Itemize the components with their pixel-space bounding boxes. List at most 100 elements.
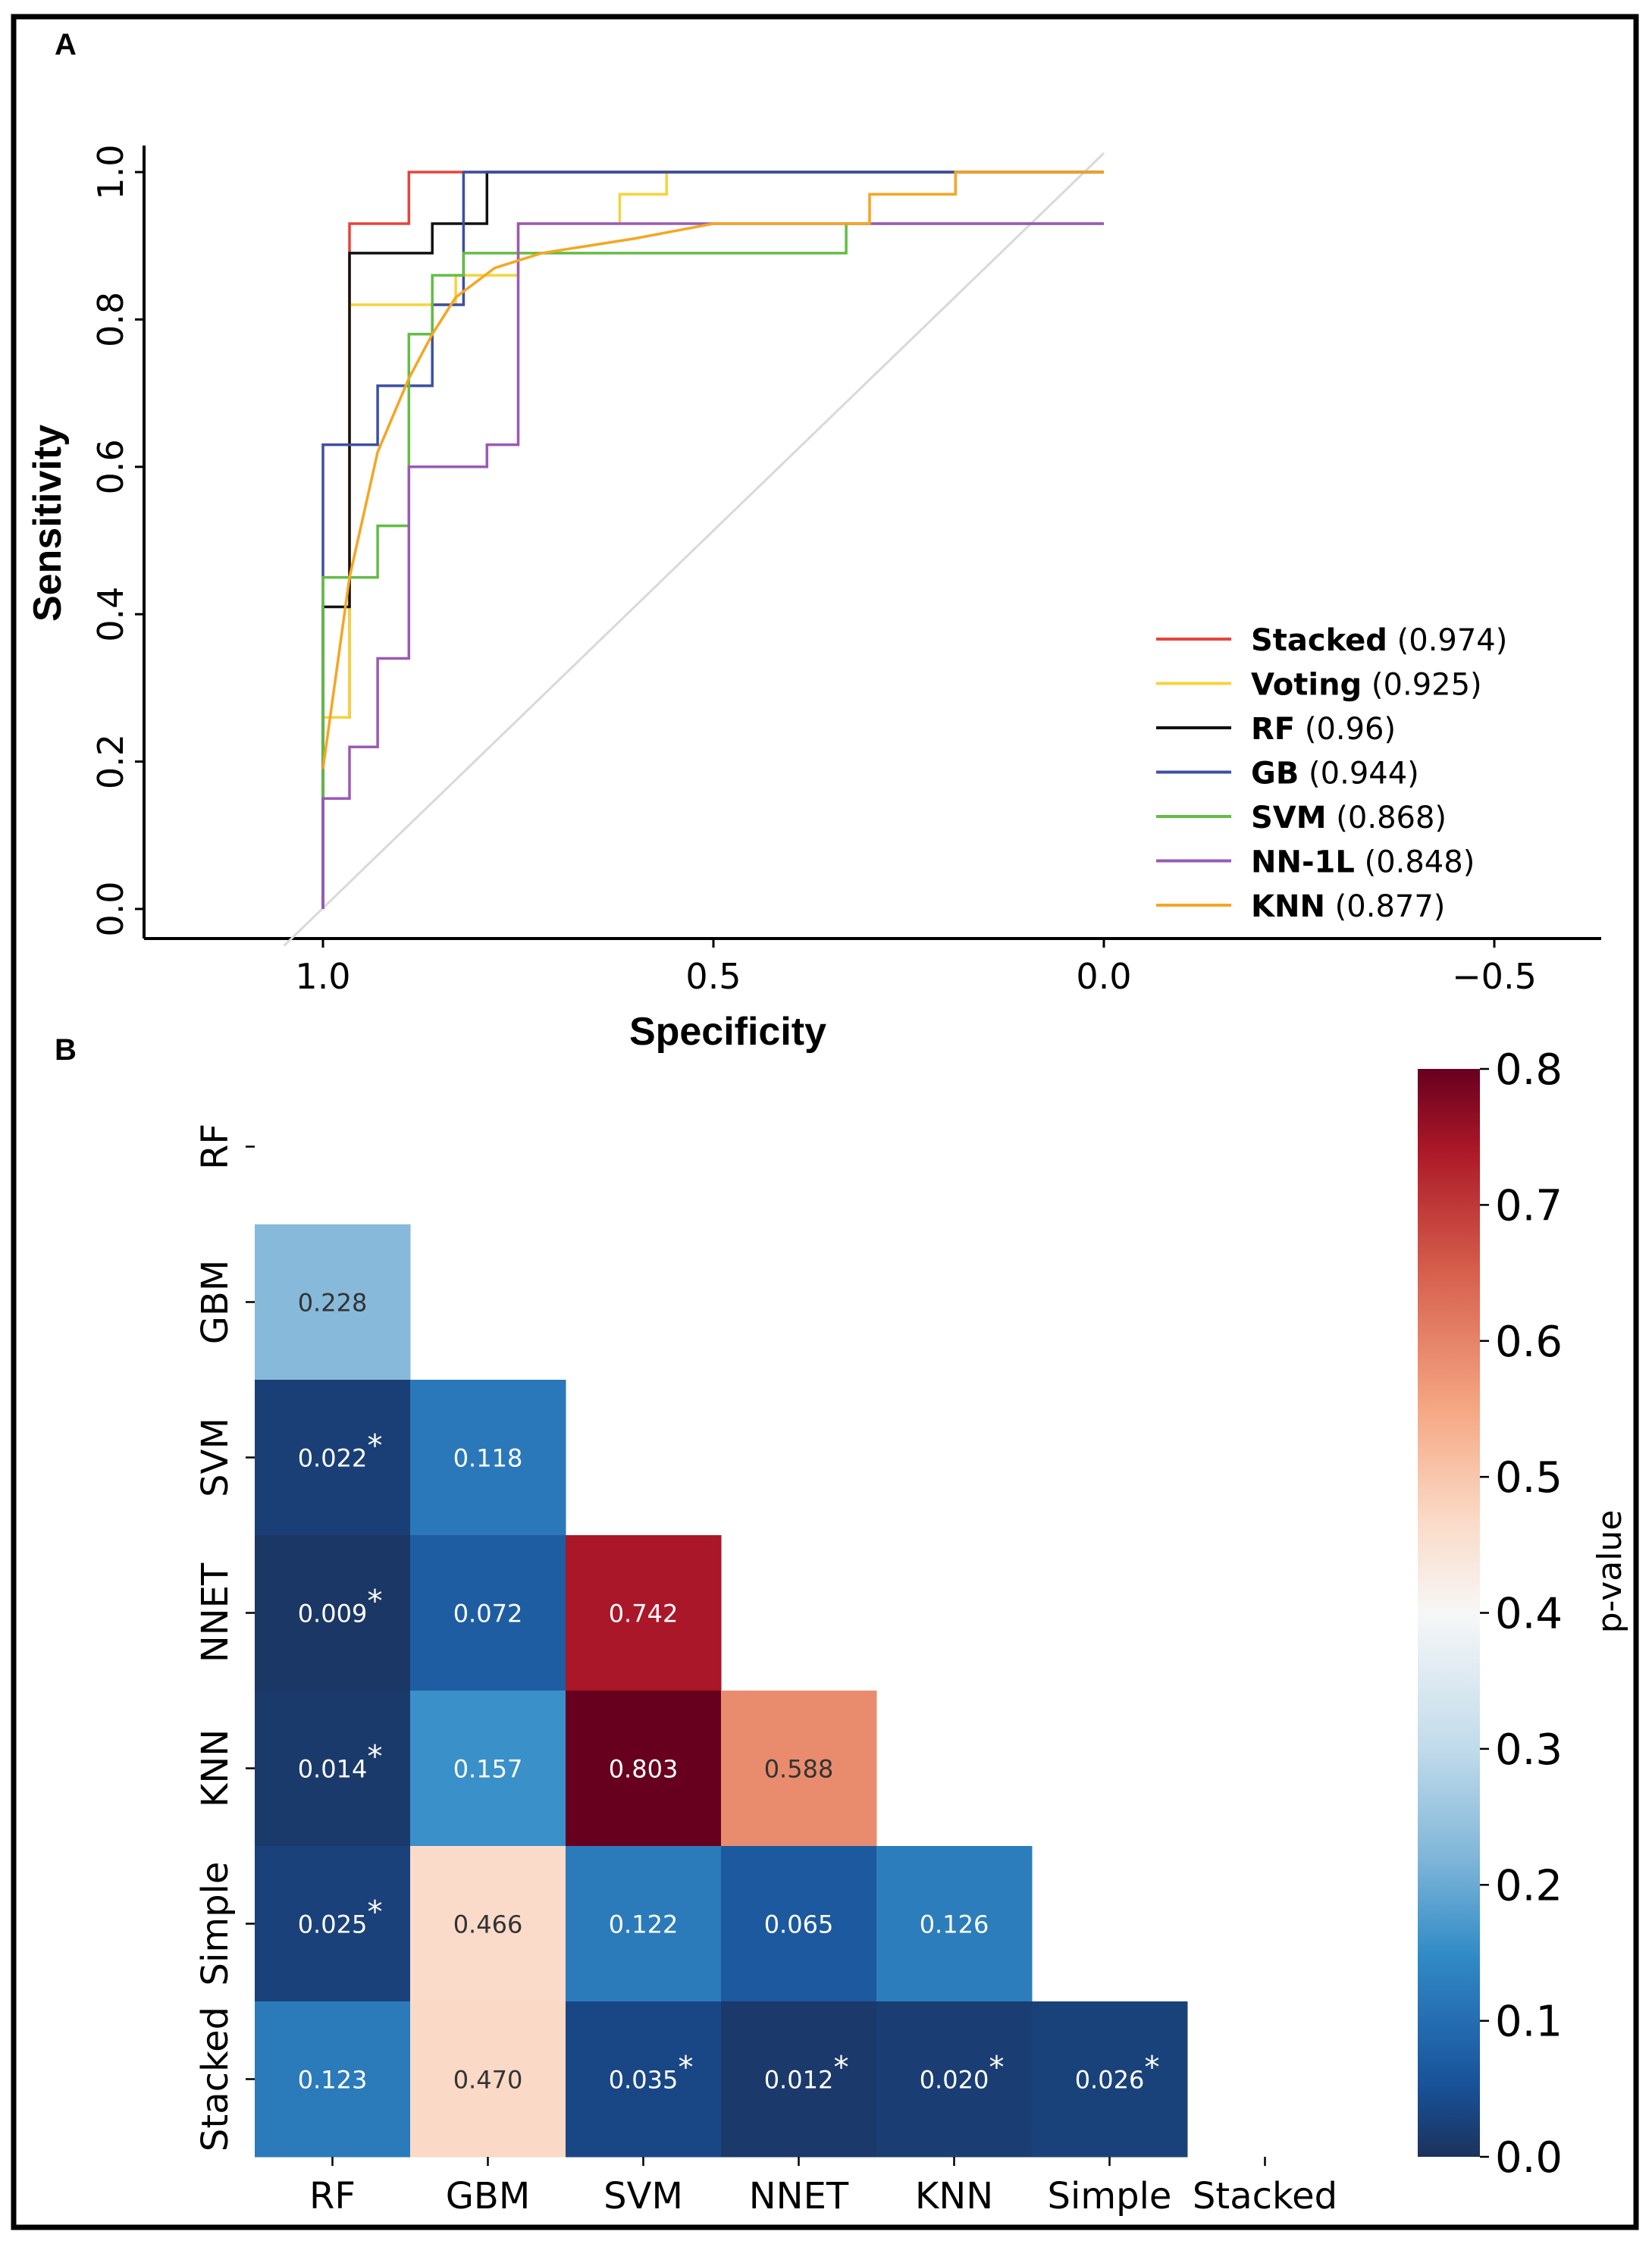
roc-y-tick-label: 0.8 (90, 292, 131, 347)
heatmap-cell: 0.466 (410, 1846, 566, 2002)
heatmap-cell: 0.118 (410, 1380, 566, 1536)
heatmap-cell-value: 0.742 (609, 1600, 679, 1628)
legend-label: SVM (0.868) (1251, 801, 1447, 835)
panel-a-label: A (55, 28, 77, 61)
legend-entry-rf: RF (0.96) (1156, 712, 1396, 747)
legend-model-name: Voting (1251, 668, 1362, 703)
heatmap-cell-value: 0.803 (609, 1755, 679, 1784)
heatmap-cell: 0.065 (721, 1846, 877, 2002)
heatmap-row-label: Simple (194, 1862, 237, 1986)
heatmap-cell: 0.157 (410, 1691, 566, 1847)
roc-curve-gb (321, 171, 1104, 909)
colorbar-tick-label: 0.8 (1495, 1045, 1563, 1095)
roc-x-tick-label: −0.5 (1452, 956, 1537, 997)
heatmap-col-label: Stacked (1193, 2175, 1337, 2217)
heatmap-cell-fill (410, 1691, 566, 1847)
heatmap-cell-fill (566, 1691, 722, 1847)
colorbar-tick-label: 0.6 (1495, 1318, 1563, 1367)
legend-auc: (0.925) (1362, 668, 1481, 703)
roc-curve-nn-1l (321, 222, 1104, 909)
heatmap-cell-fill (876, 2001, 1033, 2158)
roc-y-tick-label: 0.2 (90, 734, 131, 789)
legend-model-name: Stacked (1251, 623, 1387, 658)
legend-model-name: KNN (1251, 889, 1325, 924)
heatmap-cell-value: 0.470 (453, 2066, 523, 2095)
heatmap-cell-fill (255, 2001, 411, 2158)
heatmap-cell-fill (721, 1691, 877, 1847)
roc-plot: 1.0 0.5 0.0 −0.5 0.0 0.2 0.4 0.6 0.8 1.0 Stacked … (26, 144, 1601, 1054)
legend-auc: (0.96) (1295, 712, 1396, 747)
heatmap-cell-fill (1032, 2001, 1188, 2158)
heatmap-row-label: Stacked (194, 2007, 237, 2152)
heatmap-cell-fill (566, 1846, 722, 2002)
heatmap-cell: 0.742 (566, 1535, 722, 1691)
heatmap-cell-fill (410, 1535, 566, 1691)
heatmap-cell-fill (566, 2001, 722, 2158)
significance-star: * (368, 1740, 383, 1775)
heatmap-col-label: SVM (603, 2175, 683, 2217)
colorbar-tick-label: 0.1 (1495, 1998, 1563, 2047)
roc-curve-knn (321, 171, 1104, 769)
legend-entry-stacked: Stacked (0.974) (1156, 623, 1507, 658)
roc-x-axis-label: Specificity (629, 1010, 826, 1054)
heatmap-cell: 0.022 * (255, 1380, 411, 1536)
legend-entry-knn: KNN (0.877) (1156, 889, 1445, 924)
heatmap-cell-value: 0.126 (920, 1910, 989, 1939)
legend-label: NN-1L (0.848) (1251, 845, 1475, 880)
heatmap-cell-fill (255, 1224, 411, 1381)
roc-legend: Stacked (0.974) Voting (0.925) RF (0.96) GB… (1156, 623, 1507, 924)
heatmap-cell: 0.020 * (876, 2001, 1033, 2158)
roc-x-tick-label: 0.0 (1076, 956, 1131, 997)
heatmap-cell: 0.025 * (255, 1846, 411, 2002)
colorbar-label: p-value (1591, 1510, 1629, 1634)
heatmap-cell-value: 0.009 (298, 1600, 368, 1628)
heatmap-cell-value: 0.035 (609, 2066, 679, 2095)
legend-label: Voting (0.925) (1251, 668, 1482, 703)
legend-auc: (0.868) (1327, 801, 1447, 835)
heatmap-cell-fill (410, 1846, 566, 2002)
heatmap-cell: 0.803 (566, 1691, 722, 1847)
roc-curves (283, 152, 1105, 947)
roc-x-tick-label: 1.0 (295, 956, 350, 997)
heatmap-colorbar: 0.0 0.1 0.2 0.3 0.4 0.5 0.6 0.7 0.8 (1418, 1045, 1563, 2183)
colorbar-gradient (1418, 1069, 1480, 2157)
heatmap-col-label: RF (309, 2175, 356, 2217)
heatmap-cell-value: 0.118 (453, 1444, 523, 1473)
roc-ticks: 1.0 0.5 0.0 −0.5 0.0 0.2 0.4 0.6 0.8 1.0 (90, 144, 1537, 997)
significance-star: * (368, 1895, 383, 1930)
legend-model-name: GB (1251, 757, 1299, 791)
legend-label: Stacked (0.974) (1251, 623, 1507, 658)
heatmap-cell-fill (255, 1535, 411, 1691)
heatmap-row-label: SVM (194, 1418, 237, 1497)
heatmap-cell-value: 0.026 (1075, 2066, 1145, 2095)
colorbar-tick-label: 0.3 (1495, 1725, 1563, 1775)
heatmap-row-label: NNET (194, 1562, 237, 1663)
heatmap-cell-value: 0.123 (298, 2066, 368, 2095)
heatmap-cell-value: 0.157 (453, 1755, 523, 1784)
roc-y-tick-label: 0.6 (90, 439, 131, 494)
significance-star: * (989, 2051, 1005, 2086)
heatmap-axis-labels: RF GBM SVM NNET KNN Simple Stacked RF GBM SVM NNET… (194, 1124, 1337, 2217)
heatmap-cell-value: 0.014 (298, 1755, 368, 1784)
roc-x-tick-label: 0.5 (685, 956, 741, 997)
heatmap-cell-fill (566, 1535, 722, 1691)
heatmap-cell-value: 0.072 (453, 1600, 523, 1628)
legend-entry-voting: Voting (0.925) (1156, 668, 1482, 703)
legend-label: RF (0.96) (1251, 712, 1396, 747)
legend-model-name: SVM (1251, 801, 1327, 835)
heatmap-cell-fill (410, 2001, 566, 2158)
significance-star: * (679, 2051, 694, 2086)
roc-curve-rf (321, 171, 1104, 909)
heatmap-col-label: Simple (1048, 2175, 1172, 2217)
heatmap-cell: 0.009 * (255, 1535, 411, 1691)
heatmap-cell-fill (876, 1846, 1033, 2002)
legend-model-name: RF (1251, 712, 1295, 747)
colorbar-tick-label: 0.4 (1495, 1590, 1563, 1639)
heatmap-cell: 0.122 (566, 1846, 722, 2002)
legend-entry-svm: SVM (0.868) (1156, 801, 1447, 835)
heatmap-cell-fill (721, 1846, 877, 2002)
heatmap-row-label: KNN (194, 1729, 237, 1807)
roc-y-tick-label: 0.0 (90, 881, 131, 936)
roc-y-tick-label: 1.0 (90, 144, 131, 199)
